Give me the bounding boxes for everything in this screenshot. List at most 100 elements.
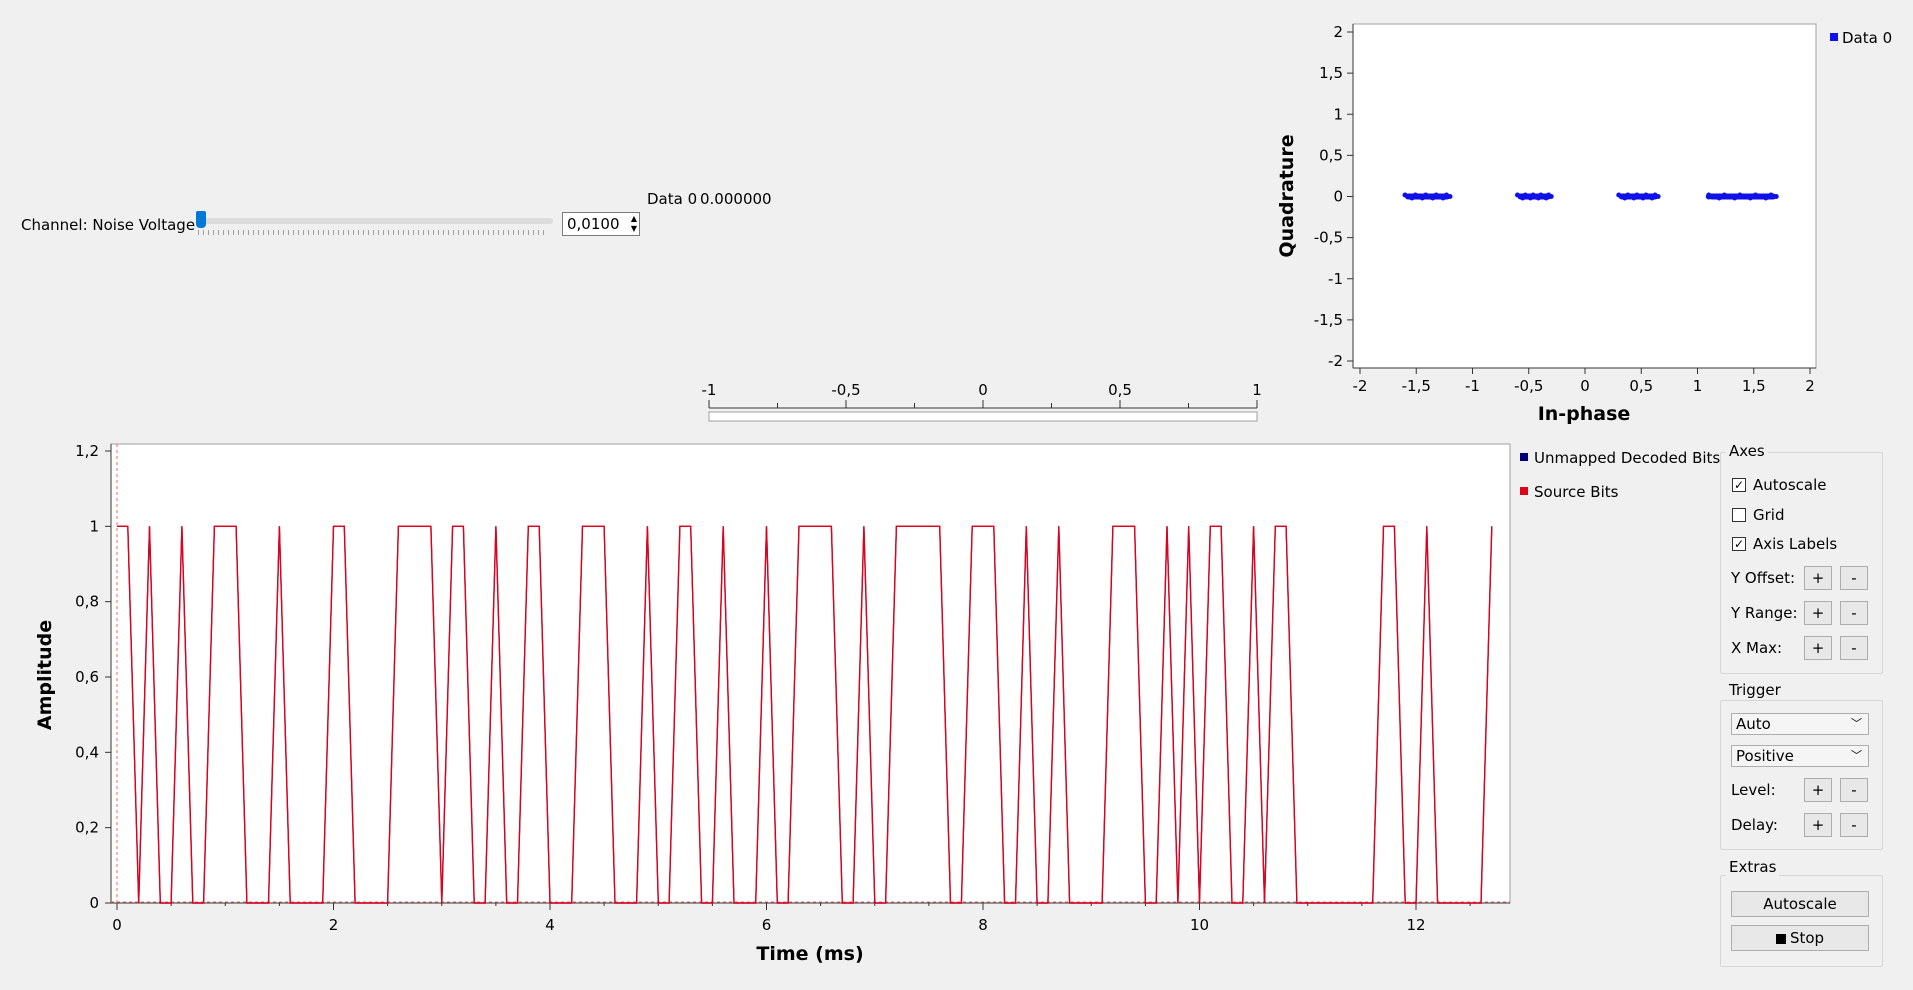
trigger-mode-select[interactable]: Auto ﹀ [1731, 713, 1869, 735]
axes-group-title: Axes [1726, 442, 1768, 460]
constellation-y-tick-label: -1,5 [1314, 311, 1343, 329]
axis-labels-label: Axis Labels [1753, 535, 1838, 553]
time-plot-x-tick-label: 8 [978, 916, 988, 934]
constellation-point [1705, 193, 1712, 200]
constellation-point [1721, 192, 1727, 198]
y-offset-plus-button[interactable]: + [1804, 566, 1832, 590]
number-display-bar [708, 411, 1258, 422]
constellation-ylabel: Quadrature [1276, 134, 1298, 257]
constellation-point [1752, 192, 1758, 198]
time-plot-x-tick-label: 2 [329, 916, 339, 934]
trigger-level-label: Level: [1731, 781, 1776, 799]
constellation-plot: -2 -1,5 -1 -0,5 0 0,5 1 1,5 2 2 1,5 1 0,5 0 -0,5 -1 -1,5… [1276, 23, 1892, 425]
time-plot-x-tick-label: 6 [762, 916, 772, 934]
y-offset-minus-button[interactable]: - [1840, 566, 1868, 590]
constellation-point [1773, 194, 1779, 199]
time-plot-canvas [110, 443, 1511, 904]
spinbox-arrows-icon[interactable]: ▲ ▼ [630, 214, 637, 233]
time-plot-x-tick-label: 0 [112, 916, 122, 934]
trigger-delay-label: Delay: [1731, 816, 1778, 834]
constellation-x-tick-label: 1,5 [1742, 377, 1766, 395]
x-max-minus-button[interactable]: - [1840, 636, 1868, 660]
constellation-point [1768, 192, 1774, 198]
autoscale-checkbox[interactable]: ✓ [1732, 478, 1746, 492]
number-display-tick-label: 0,5 [1108, 381, 1132, 399]
time-plot-y-tick-label: 0,6 [75, 668, 99, 686]
grid-label: Grid [1753, 506, 1785, 524]
constellation-x-tick-label: 2 [1805, 377, 1815, 395]
trigger-slope-select[interactable]: Positive ﹀ [1731, 745, 1869, 767]
constellation-legend-swatch [1830, 33, 1838, 41]
time-plot-y-tick-label: 1 [89, 517, 99, 535]
series-source-bits [117, 525, 1493, 904]
noise-voltage-value[interactable]: 0,0100 [567, 215, 620, 233]
trigger-level-plus-button[interactable]: + [1804, 778, 1832, 802]
constellation-point [1742, 194, 1748, 199]
time-plot-x-tick-label: 12 [1406, 916, 1425, 934]
grid-checkbox[interactable] [1732, 508, 1746, 522]
constellation-legend-label: Data 0 [1842, 29, 1892, 47]
time-plot-y-tick-label: 0,2 [75, 819, 99, 837]
number-display-label: Data 0 [647, 190, 698, 208]
extras-group-title: Extras [1726, 858, 1780, 876]
number-display-tick-label: -1 [702, 381, 717, 399]
constellation-y-tick-label: 1 [1333, 105, 1343, 123]
time-plot-y-tick-label: 0,4 [75, 743, 99, 761]
noise-voltage-spinbox[interactable]: 0,0100 ▲ ▼ [562, 212, 640, 236]
constellation-y-tick-label: 0 [1333, 188, 1343, 206]
axis-labels-checkbox[interactable]: ✓ [1732, 537, 1746, 551]
constellation-y-tick-label: 0,5 [1319, 146, 1343, 164]
constellation-x-tick-label: 1 [1693, 377, 1703, 395]
constellation-x-tick-label: -2 [1353, 377, 1368, 395]
number-display-tick-label: 1 [1252, 381, 1262, 399]
constellation-point [1732, 195, 1738, 201]
constellation-x-tick-label: -1,5 [1402, 377, 1431, 395]
time-plot-y-tick-label: 0 [89, 894, 99, 912]
y-range-label: Y Range: [1731, 604, 1798, 622]
chevron-down-icon: ﹀ [1851, 749, 1862, 762]
stop-button[interactable]: Stop [1731, 925, 1869, 951]
chevron-down-icon: ﹀ [1851, 717, 1862, 730]
constellation-point [1716, 195, 1722, 201]
noise-voltage-slider-ticks [198, 230, 548, 235]
autoscale-label: Autoscale [1753, 476, 1827, 494]
constellation-x-tick-label: 0,5 [1629, 377, 1653, 395]
time-plot-x-tick-label: 4 [545, 916, 555, 934]
legend-label-source: Source Bits [1534, 483, 1619, 501]
constellation-point [1447, 194, 1453, 199]
trigger-level-minus-button[interactable]: - [1840, 778, 1868, 802]
y-range-minus-button[interactable]: - [1840, 601, 1868, 625]
x-max-label: X Max: [1731, 639, 1783, 657]
y-range-plus-button[interactable]: + [1804, 601, 1832, 625]
number-display-scale: -1 -0,5 0 0,5 1 [702, 381, 1262, 422]
constellation-x-tick-label: -1 [1465, 377, 1480, 395]
trigger-delay-plus-button[interactable]: + [1804, 813, 1832, 837]
noise-voltage-slider-track[interactable] [198, 218, 553, 224]
constellation-point [1409, 195, 1415, 201]
trigger-group [1720, 700, 1883, 850]
noise-voltage-slider-handle[interactable] [196, 211, 206, 228]
constellation-y-tick-label: -1 [1328, 270, 1343, 288]
legend-swatch-decoded [1520, 453, 1528, 461]
constellation-point [1655, 194, 1661, 199]
constellation-point [1763, 195, 1769, 201]
constellation-point [1548, 194, 1554, 199]
constellation-point [1737, 192, 1743, 198]
legend-label-decoded: Unmapped Decoded Bits [1534, 449, 1720, 467]
x-max-plus-button[interactable]: + [1804, 636, 1832, 660]
constellation-point [1440, 195, 1446, 201]
trigger-delay-minus-button[interactable]: - [1840, 813, 1868, 837]
stop-button-label: Stop [1789, 929, 1825, 947]
extras-autoscale-button[interactable]: Autoscale [1731, 891, 1869, 917]
time-plot-x-tick-label: 10 [1190, 916, 1209, 934]
constellation-xlabel: In-phase [1538, 403, 1631, 425]
number-display-value: 0.000000 [700, 190, 772, 208]
noise-voltage-label: Channel: Noise Voltage [21, 216, 196, 234]
constellation-point [1758, 194, 1764, 199]
constellation-x-tick-label: 0 [1580, 377, 1590, 395]
number-display-tick-label: 0 [978, 381, 988, 399]
constellation-point [1711, 194, 1717, 199]
extras-group [1720, 875, 1883, 967]
constellation-y-tick-label: -0,5 [1314, 229, 1343, 247]
time-plot-y-tick-label: 1,2 [75, 442, 99, 460]
